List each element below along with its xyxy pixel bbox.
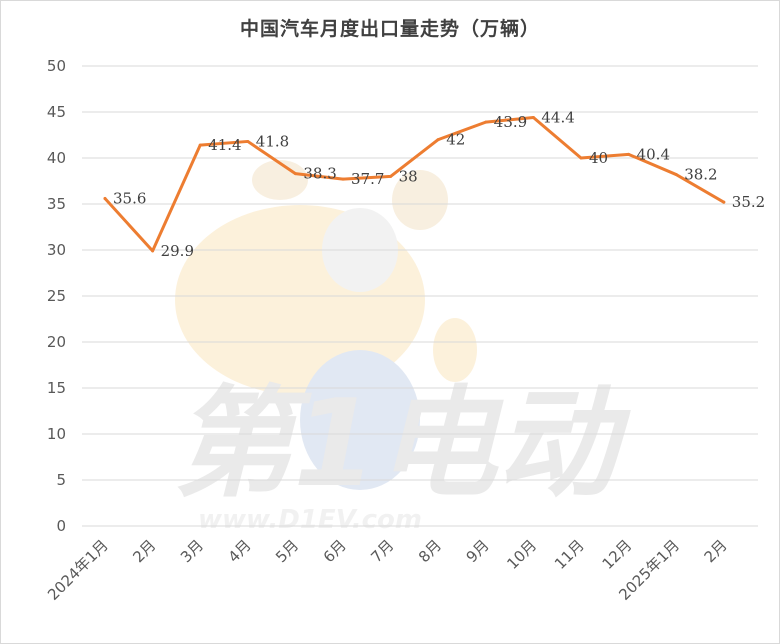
data-label: 38 <box>399 167 418 185</box>
data-label: 42 <box>446 131 465 149</box>
x-tick-label: 8月 <box>415 536 445 566</box>
data-point <box>436 138 440 142</box>
y-tick-label: 45 <box>47 103 66 121</box>
y-tick-label: 50 <box>47 57 66 75</box>
x-tick-label: 9月 <box>463 536 493 566</box>
x-tick-label: 5月 <box>272 536 302 566</box>
data-label: 44.4 <box>541 109 574 127</box>
data-point <box>103 196 107 200</box>
data-point <box>293 172 297 176</box>
data-label: 35.6 <box>113 189 146 207</box>
x-tick-label: 2月 <box>701 536 731 566</box>
data-point <box>674 173 678 177</box>
y-tick-label: 0 <box>56 517 66 535</box>
data-label: 41.4 <box>208 136 241 154</box>
series-layer <box>103 116 726 253</box>
y-tick-label: 30 <box>47 241 66 259</box>
watermark: 第1电动 www.D1EV.com <box>173 160 632 535</box>
x-tick-label: 11月 <box>551 536 588 573</box>
x-tick-label: 2024年1月 <box>44 536 112 604</box>
x-tick-label: 10月 <box>503 536 540 573</box>
y-tick-label: 5 <box>56 471 66 489</box>
y-tick-label: 15 <box>47 379 66 397</box>
data-point <box>389 174 393 178</box>
x-tick-label: 4月 <box>225 536 255 566</box>
data-point <box>198 143 202 147</box>
data-point <box>341 177 345 181</box>
y-tick-label: 20 <box>47 333 66 351</box>
series-line <box>103 116 726 253</box>
x-tick-label: 6月 <box>320 536 350 566</box>
data-label: 37.7 <box>351 170 384 188</box>
data-label: 43.9 <box>494 113 527 131</box>
data-label: 35.2 <box>732 193 765 211</box>
data-label: 29.9 <box>161 242 194 260</box>
data-point <box>627 152 631 156</box>
x-tick-label: 12月 <box>599 536 636 573</box>
data-point <box>722 200 726 204</box>
watermark-url: www.D1EV.com <box>198 505 422 535</box>
x-tick-label: 7月 <box>367 536 397 566</box>
y-tick-label: 35 <box>47 195 66 213</box>
y-tick-label: 40 <box>47 149 66 167</box>
data-labels: 35.6 29.9 41.4 41.8 38.3 37.7 38 42 43.9 44.4 40 40… <box>113 109 765 260</box>
gridlines <box>82 65 758 527</box>
y-tick-label: 10 <box>47 425 66 443</box>
data-label: 40.4 <box>637 145 670 163</box>
chart-title: 中国汽车月度出口量走势（万辆） <box>239 18 540 40</box>
x-tick-label: 3月 <box>177 536 207 566</box>
data-label: 38.3 <box>303 165 336 183</box>
x-tick-label: 2月 <box>129 536 159 566</box>
data-point <box>246 139 250 143</box>
data-point <box>579 156 583 160</box>
data-label: 41.8 <box>256 132 289 150</box>
y-axis: 0 5 10 15 20 25 30 35 40 45 50 <box>47 57 66 535</box>
y-tick-label: 25 <box>47 287 66 305</box>
data-point <box>151 249 155 253</box>
watermark-brand: 第1电动 <box>173 375 631 514</box>
data-point <box>531 116 535 120</box>
data-point <box>484 120 488 124</box>
data-label: 40 <box>589 149 608 167</box>
data-label: 38.2 <box>684 166 717 184</box>
